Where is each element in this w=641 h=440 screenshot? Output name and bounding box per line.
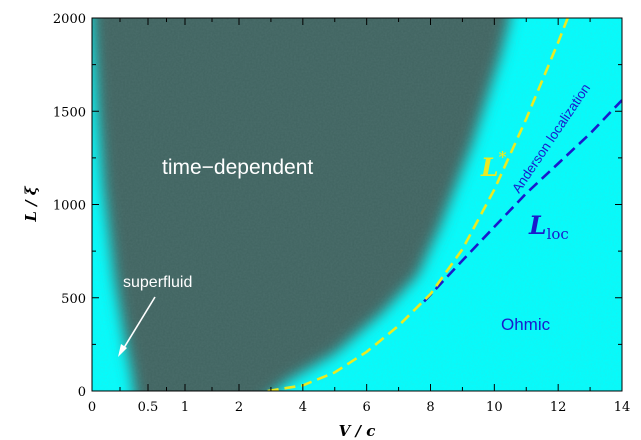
l-star-label: L* — [480, 148, 507, 182]
x-tick-label: 6 — [363, 400, 371, 415]
y-tick-label: 1500 — [53, 105, 86, 120]
l-loc-label: Lloc — [528, 211, 569, 243]
noise-texture — [92, 18, 622, 391]
l-star-curve — [267, 18, 569, 391]
y-axis-title: L / ξ — [22, 185, 40, 222]
x-tick-label: 14 — [614, 400, 631, 415]
time-dependent-label: time−dependent — [162, 156, 313, 179]
y-axis: 0 500 1000 1500 2000 — [53, 12, 622, 400]
y-tick-label: 500 — [61, 292, 86, 307]
y-tick-label: 0 — [78, 385, 86, 400]
y-tick-label: 2000 — [53, 12, 86, 27]
x-tick-label: 10 — [486, 400, 503, 415]
x-tick-label: 12 — [550, 400, 567, 415]
x-tick-label: 0 — [88, 400, 96, 415]
x-axis: 0 0.5 1 2 4 6 8 10 12 14 — [88, 18, 630, 415]
superfluid-arrow — [121, 296, 156, 352]
x-axis-title: V / c — [339, 422, 376, 440]
x-tick-label: 1 — [181, 400, 189, 415]
ohmic-label: Ohmic — [501, 315, 551, 334]
x-tick-label: 2 — [235, 400, 243, 415]
x-tick-label: 8 — [426, 400, 434, 415]
l-loc-curve — [423, 99, 622, 303]
x-tick-label: 4 — [299, 400, 307, 415]
x-tick-label: 0.5 — [138, 400, 159, 415]
plot-area — [92, 18, 622, 391]
superfluid-label: superfluid — [123, 274, 192, 291]
y-tick-label: 1000 — [53, 199, 86, 214]
superfluid-arrowhead — [118, 344, 127, 357]
